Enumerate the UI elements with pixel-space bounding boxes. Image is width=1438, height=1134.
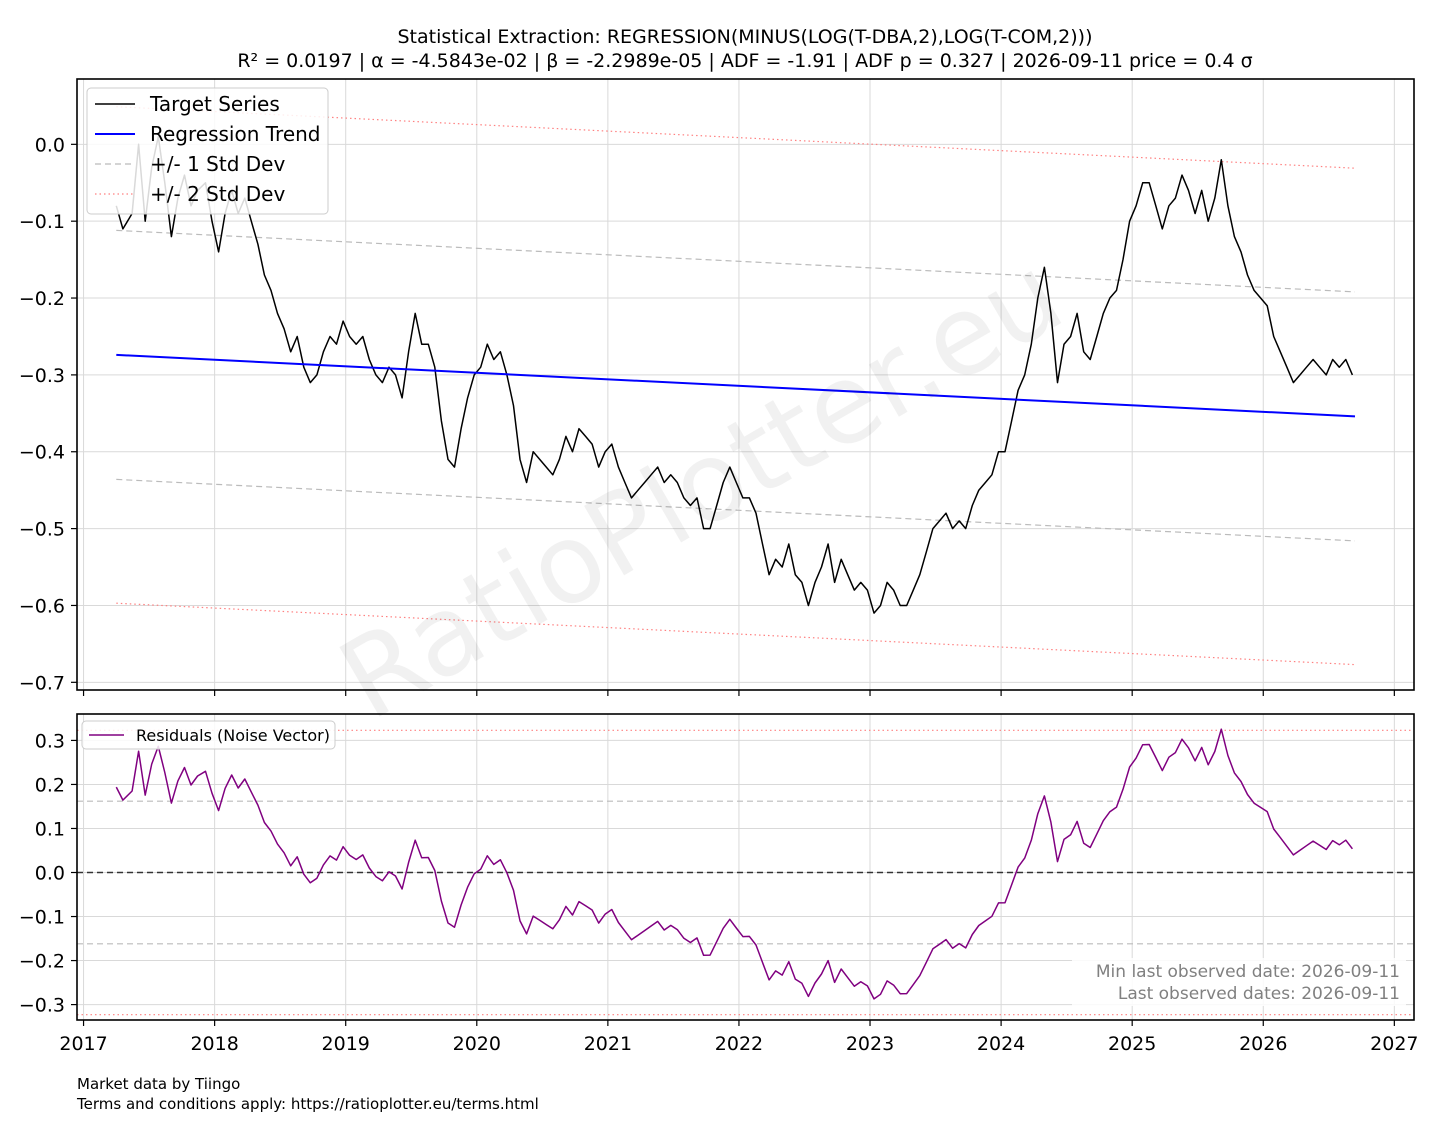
annotation-last-dates: Last observed dates: 2026-09-11: [1118, 984, 1400, 1004]
main-series-lines: [115, 135, 1356, 614]
main-y-tick-label: −0.3: [19, 365, 65, 387]
main-y-tick-label: −0.7: [19, 672, 65, 694]
main-y-tick-label: −0.4: [19, 442, 65, 464]
main-y-tick-label: −0.1: [19, 211, 65, 233]
legend-label-std1: +/- 1 Std Dev: [150, 152, 285, 176]
residuals-y-tick-label: 0.2: [35, 774, 65, 796]
series-line-1-std-dev: [116, 229, 1356, 293]
residuals-y-tick-label: 0.0: [35, 863, 65, 885]
residuals-y-tick-label: −0.3: [19, 995, 65, 1017]
main-y-tick-label: −0.6: [19, 595, 65, 617]
chart-subtitle: R² = 0.0197 | α = -4.5843e-02 | β = -2.2…: [237, 50, 1252, 72]
residuals-x-axis: 2017 2018 2019 2020 2021 2022 2023 2024 2025 2026…: [59, 1020, 1419, 1055]
residuals-reference-lines: [77, 729, 1414, 1016]
residuals-x-tick-label: 2023: [846, 1033, 894, 1055]
annotation-min-last-date: Min last observed date: 2026-09-11: [1096, 962, 1400, 982]
main-plot-frame: [76, 78, 1415, 691]
main-y-axis: 0.0 −0.1 −0.2 −0.3 −0.4 −0.5 −0.6 −0.7: [19, 134, 77, 694]
residuals-x-tick-label: 2018: [190, 1033, 238, 1055]
residuals-x-tick-label: 2019: [322, 1033, 370, 1055]
residuals-legend: Residuals (Noise Vector): [81, 720, 336, 750]
main-std-bands: [116, 106, 1356, 666]
legend-label-std2: +/- 2 Std Dev: [150, 182, 285, 206]
main-y-tick-label: −0.5: [19, 519, 65, 541]
residuals-x-tick-label: 2022: [715, 1033, 763, 1055]
residuals-plot-frame: [76, 713, 1415, 1021]
main-panel: 0.0 −0.1 −0.2 −0.3 −0.4 −0.5 −0.6 −0.7: [19, 78, 1415, 696]
footer-terms-link[interactable]: Terms and conditions apply: https://rati…: [76, 1095, 539, 1113]
main-grid: [77, 79, 1414, 690]
chart-title: Statistical Extraction: REGRESSION(MINUS…: [397, 26, 1092, 48]
residuals-x-tick-label: 2024: [977, 1033, 1025, 1055]
residuals-legend-box: [81, 720, 336, 750]
series-line-target-series: [115, 135, 1354, 614]
main-legend: Target Series Regression Trend +/- 1 Std…: [86, 87, 329, 215]
main-legend-box: [86, 87, 329, 215]
legend-label-residuals: Residuals (Noise Vector): [136, 726, 330, 745]
residuals-y-tick-label: 0.1: [35, 818, 65, 840]
residuals-x-tick-label: 2021: [584, 1033, 632, 1055]
legend-label-regression: Regression Trend: [150, 122, 321, 146]
residuals-y-tick-label: 0.3: [35, 730, 65, 752]
residuals-y-axis: 0.3 0.2 0.1 0.0 −0.1 −0.2 −0.3: [19, 730, 77, 1017]
main-y-tick-label: 0.0: [35, 134, 65, 156]
legend-label-target: Target Series: [149, 92, 280, 116]
residuals-y-tick-label: −0.2: [19, 951, 65, 973]
residuals-y-tick-label: −0.1: [19, 907, 65, 929]
series-line-regression-trend: [116, 353, 1356, 418]
residuals-series-lines: [115, 728, 1353, 1000]
residuals-panel: 0.3 0.2 0.1 0.0 −0.1 −0.2 −0.3 2017 2018 2019 202…: [19, 713, 1419, 1055]
residuals-x-tick-label: 2026: [1239, 1033, 1287, 1055]
residuals-x-tick-label: 2025: [1108, 1033, 1156, 1055]
residuals-x-tick-label: 2017: [59, 1033, 107, 1055]
main-y-tick-label: −0.2: [19, 288, 65, 310]
series-line-1-std-dev-lower: [116, 478, 1356, 542]
series-line-residuals: [115, 728, 1353, 1000]
footer-data-source: Market data by Tiingo: [77, 1075, 240, 1093]
main-x-axis: [82, 690, 1395, 696]
residuals-x-tick-label: 2020: [453, 1033, 501, 1055]
residuals-x-tick-label: 2027: [1370, 1033, 1418, 1055]
annotation-box: [1072, 958, 1406, 1006]
